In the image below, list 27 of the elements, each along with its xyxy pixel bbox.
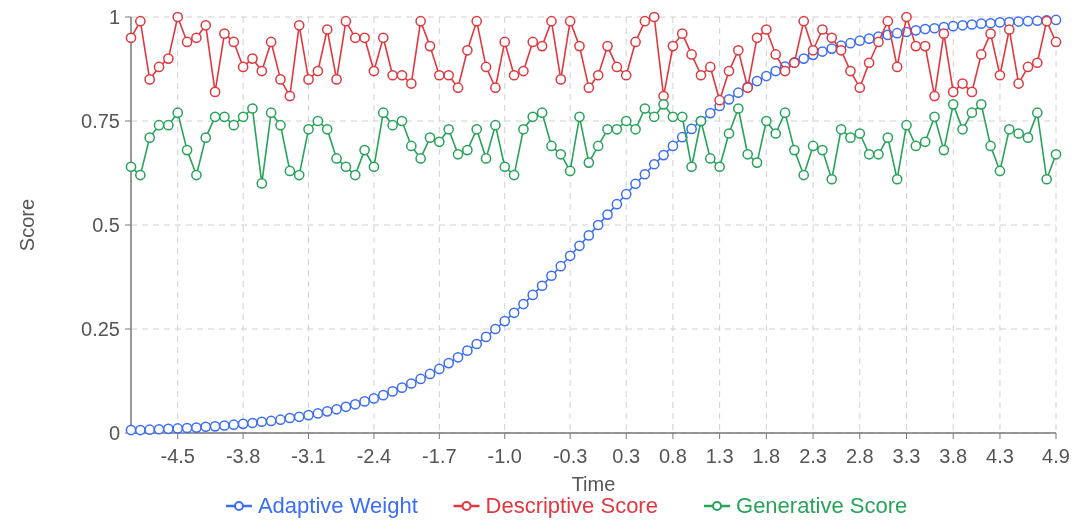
- x-tick-label: 2.3: [799, 445, 827, 467]
- x-axis-title: Time: [571, 473, 616, 495]
- legend-label: Descriptive Score: [485, 493, 658, 518]
- x-tick-label: -4.5: [160, 445, 195, 467]
- y-axis-title: Score: [16, 198, 38, 252]
- x-tick-label: -3.8: [225, 445, 261, 467]
- legend-label: Adaptive Weight: [257, 493, 418, 518]
- y-tick-label: 0: [108, 422, 120, 444]
- x-tick-label: 4.3: [986, 445, 1014, 467]
- x-tick-label: 0.3: [612, 445, 641, 467]
- x-tick-label: 2.8: [845, 445, 874, 467]
- x-tick-label: -3.1: [291, 445, 326, 467]
- x-tick-label: 3.3: [892, 445, 921, 467]
- y-tick-label: 1: [108, 6, 120, 28]
- y-tick-label: 0.5: [92, 214, 120, 236]
- x-tick-label: 0.8: [659, 445, 687, 467]
- x-tick-label: -0.3: [552, 445, 588, 467]
- x-tick-label: -1.7: [422, 445, 457, 467]
- x-tick-label: 1.8: [752, 445, 781, 467]
- legend-label: Generative Score: [736, 493, 908, 518]
- x-tick-label: -1.0: [487, 445, 522, 467]
- y-tick-label: 0.25: [81, 318, 120, 340]
- x-tick-label: 3.8: [939, 445, 968, 467]
- y-tick-label: 0.75: [81, 110, 120, 132]
- x-tick-label: -2.4: [356, 445, 392, 467]
- x-tick-label: 1.3: [705, 445, 734, 467]
- x-tick-label: 4.9: [1042, 445, 1070, 467]
